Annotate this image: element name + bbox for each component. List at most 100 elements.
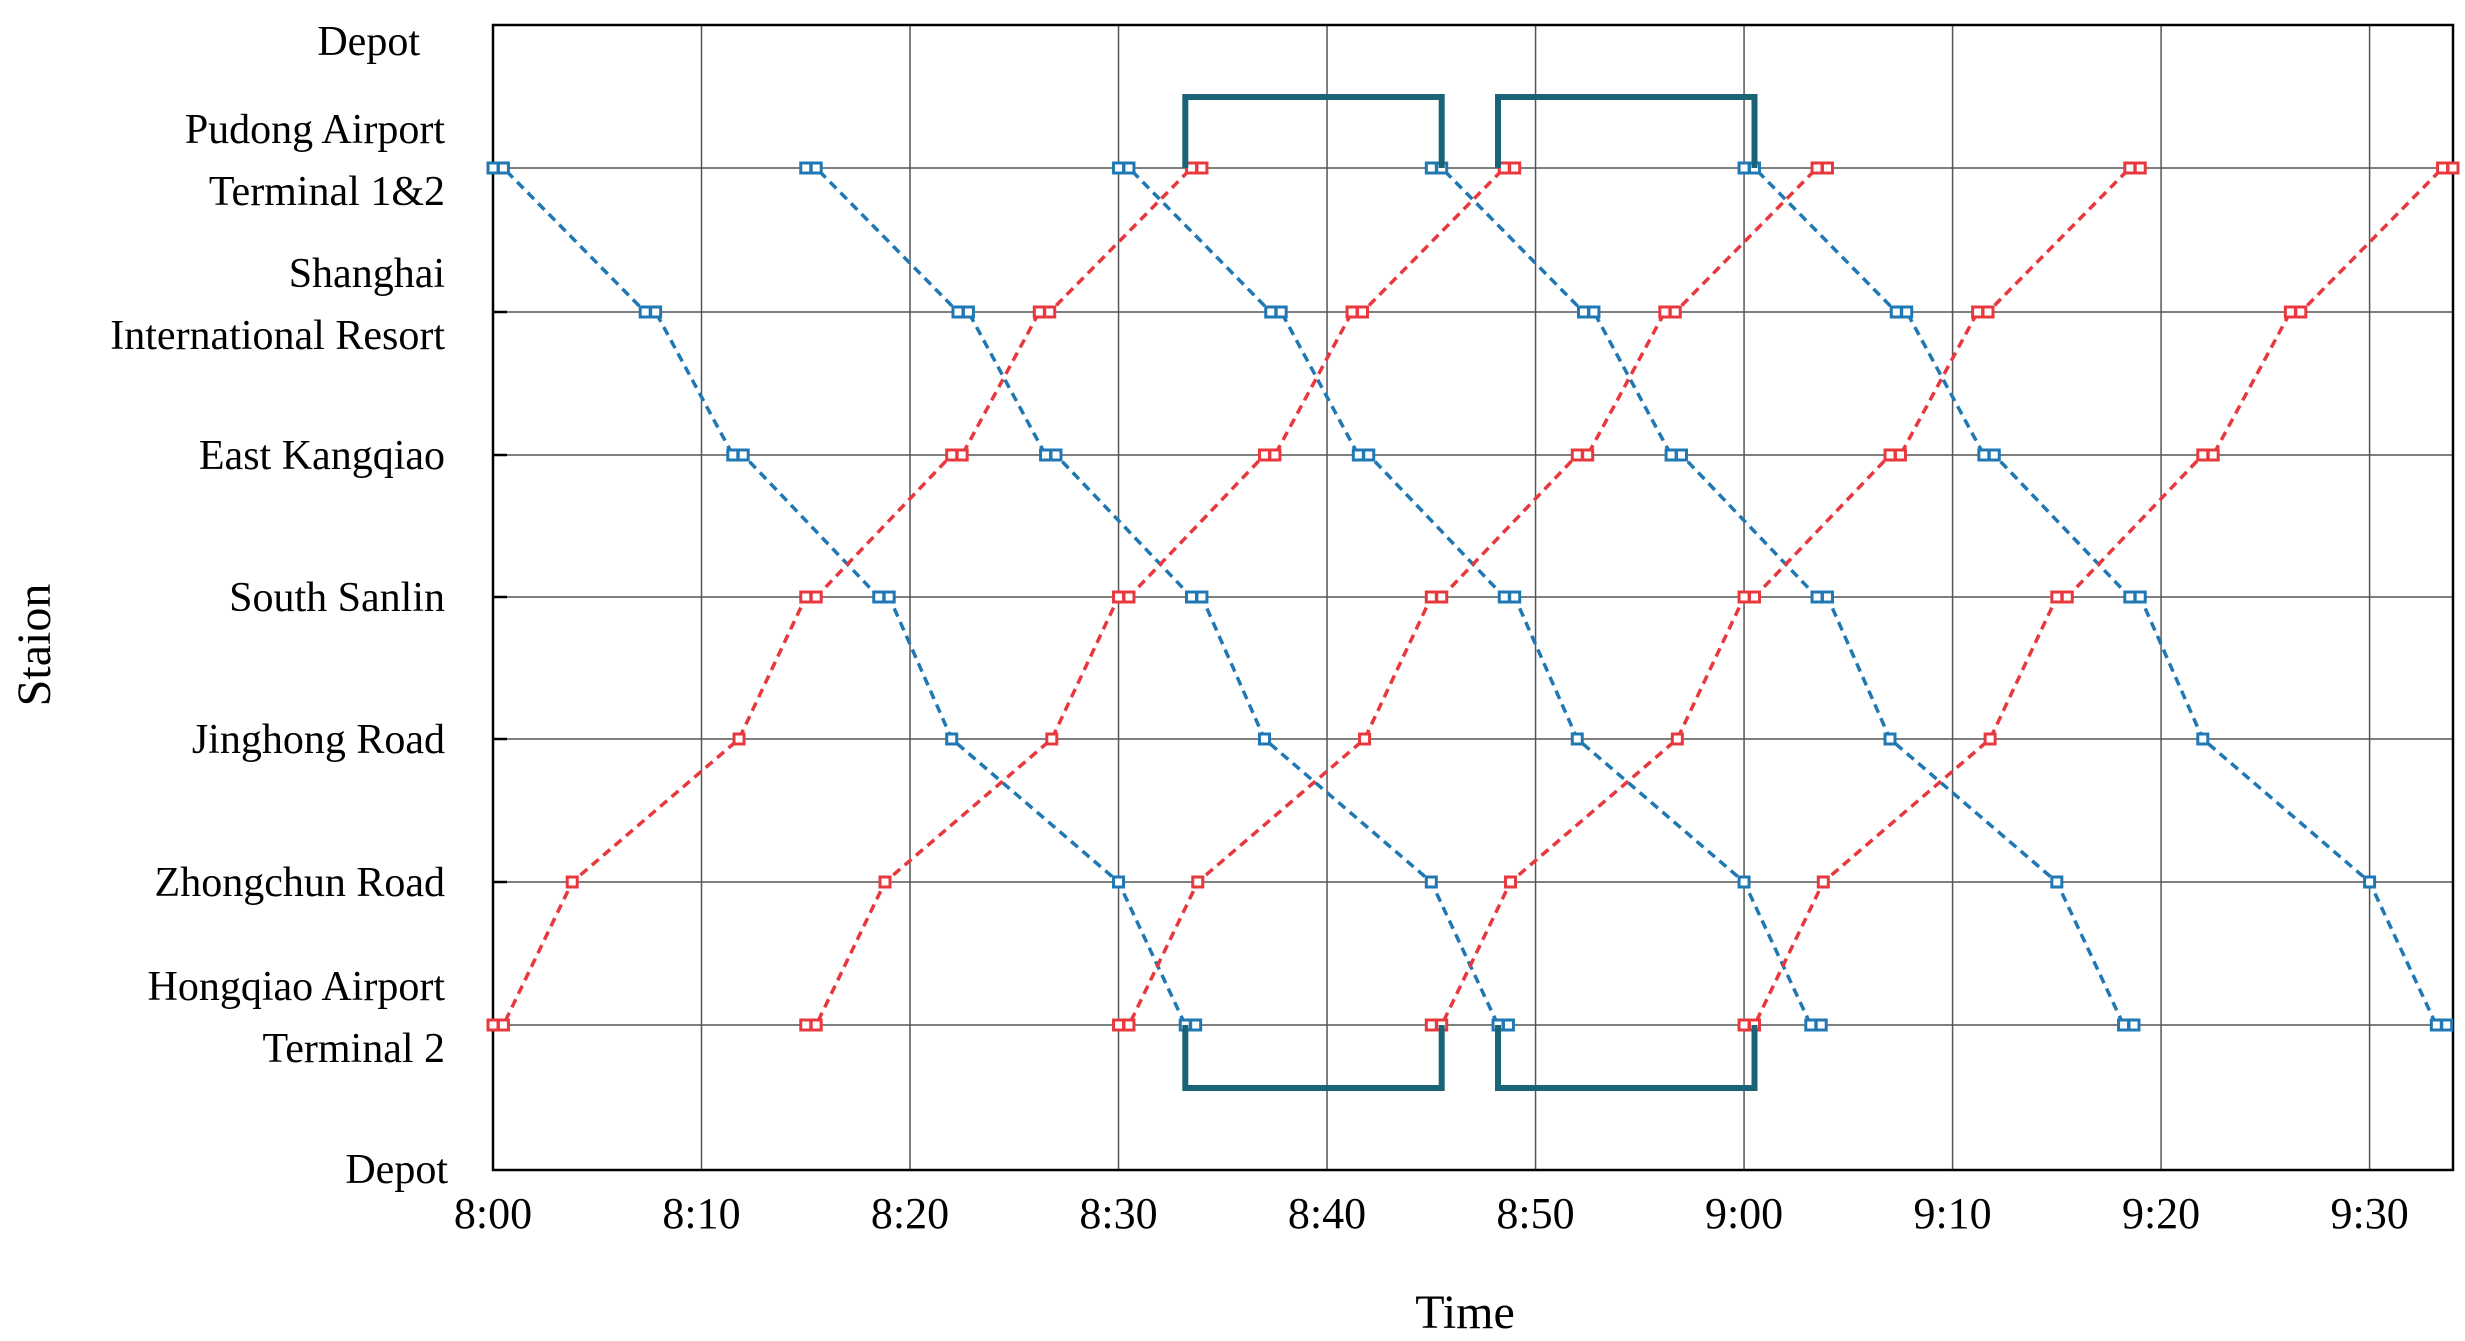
up-train-point: [945, 448, 959, 462]
x-tick-label: 9:00: [1705, 1189, 1783, 1238]
up-train-point: [486, 1018, 500, 1032]
down-train-point: [1274, 305, 1288, 319]
up-train-point: [1257, 448, 1271, 462]
up-train-point: [1816, 875, 1830, 889]
down-train-point: [2050, 875, 2064, 889]
down-train-point: [2196, 732, 2210, 746]
down-train-point: [1889, 305, 1903, 319]
up-train-point: [1810, 161, 1824, 175]
down-train-point: [2440, 1018, 2454, 1032]
station-label: Hongqiao Airport: [148, 964, 446, 1010]
down-train-point: [1185, 590, 1199, 604]
down-train-point: [1570, 732, 1584, 746]
down-train-point: [736, 448, 750, 462]
up-train-point: [2436, 161, 2450, 175]
down-train-point: [1264, 305, 1278, 319]
depot-run-top: [1495, 94, 1758, 168]
labels: 8:00 8:10 8:20 8:30 8:40 8:50 9:00 9:10 9:20 9:30…: [110, 19, 2408, 1238]
down-train-point: [1257, 732, 1271, 746]
down-train-point: [2133, 590, 2147, 604]
up-train-point: [1112, 590, 1126, 604]
up-train-point: [1345, 305, 1359, 319]
up-train-path: [805, 166, 1515, 1027]
down-train-point: [1112, 161, 1126, 175]
down-train-point: [496, 161, 510, 175]
up-train-point: [2283, 305, 2297, 319]
down-train-point: [2363, 875, 2377, 889]
station-label: East Kangqiao: [199, 433, 445, 479]
up-train-path: [493, 166, 1202, 1027]
up-train-point: [2196, 448, 2210, 462]
down-train-point: [1587, 305, 1601, 319]
down-train-point: [726, 448, 740, 462]
up-train-point: [1581, 448, 1595, 462]
down-train-point: [649, 305, 663, 319]
up-train-point: [1971, 305, 1985, 319]
up-train-point: [1122, 1018, 1136, 1032]
down-train-point: [1049, 448, 1063, 462]
up-train-point: [1508, 161, 1522, 175]
down-train-point: [1189, 1018, 1203, 1032]
up-train-point: [2123, 161, 2137, 175]
station-label: International Resort: [110, 313, 445, 359]
up-train-point: [1043, 305, 1057, 319]
down-train-point: [872, 590, 886, 604]
down-train-point: [1664, 448, 1678, 462]
up-train-point: [2294, 305, 2308, 319]
up-train-point: [1268, 448, 1282, 462]
x-tick-label: 8:40: [1288, 1189, 1366, 1238]
station-label: Jinghong Road: [192, 717, 445, 763]
depot-run-top: [1182, 94, 1445, 168]
down-train-point: [1122, 161, 1136, 175]
up-train-point: [955, 448, 969, 462]
up-train-point: [1435, 590, 1449, 604]
down-train-point: [486, 161, 500, 175]
x-tick-label: 9:10: [1913, 1189, 1991, 1238]
up-train-point: [565, 875, 579, 889]
down-train-point: [2429, 1018, 2443, 1032]
up-train-point: [732, 732, 746, 746]
up-train-point: [1983, 732, 1997, 746]
up-train-point: [2206, 448, 2220, 462]
down-train-point: [1737, 161, 1751, 175]
depot-run-bottom: [1182, 1025, 1445, 1091]
up-train-point: [809, 1018, 823, 1032]
x-tick-label: 8:10: [662, 1189, 740, 1238]
station-label: Shanghai: [289, 251, 445, 297]
y-axis-title: Staion: [8, 584, 61, 707]
series: [486, 161, 2460, 1032]
x-axis-title: Time: [1415, 1286, 1515, 1339]
up-train-point: [2133, 161, 2147, 175]
up-train-path: [1431, 166, 2141, 1027]
up-train-point: [1504, 875, 1518, 889]
up-train-point: [1032, 305, 1046, 319]
station-label: South Sanlin: [229, 575, 445, 621]
depot-runs: [1182, 94, 1758, 1091]
up-train-point: [1820, 161, 1834, 175]
up-train-point: [1670, 732, 1684, 746]
up-train-point: [2050, 590, 2064, 604]
depot-run-bottom: [1495, 1025, 1758, 1091]
down-train-point: [2127, 1018, 2141, 1032]
up-train-point: [2060, 590, 2074, 604]
down-train-point: [2123, 590, 2137, 604]
down-train-point: [1497, 590, 1511, 604]
down-train-point: [1112, 875, 1126, 889]
up-train-point: [1658, 305, 1672, 319]
down-train-point: [1883, 732, 1897, 746]
station-label: Pudong Airport: [185, 107, 446, 153]
up-train-point: [1737, 590, 1751, 604]
down-train-point: [1900, 305, 1914, 319]
x-tick-label: 9:20: [2122, 1189, 2200, 1238]
down-train-point: [1804, 1018, 1818, 1032]
down-train-point: [882, 590, 896, 604]
up-train-point: [1195, 161, 1209, 175]
up-train-point: [799, 590, 813, 604]
up-train-point: [1424, 1018, 1438, 1032]
up-train-point: [1358, 732, 1372, 746]
down-train-point: [1987, 448, 2001, 462]
up-train-point: [1883, 448, 1897, 462]
up-train-point: [1122, 590, 1136, 604]
up-train-point: [1668, 305, 1682, 319]
x-tick-label: 8:00: [454, 1189, 532, 1238]
